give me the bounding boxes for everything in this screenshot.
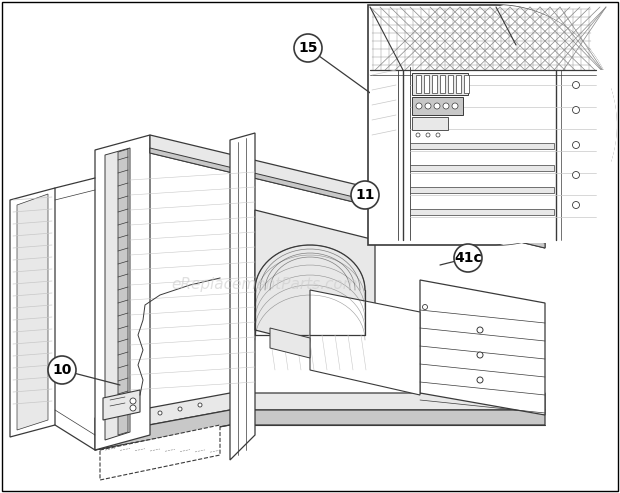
Polygon shape — [270, 328, 310, 358]
Polygon shape — [100, 425, 220, 480]
Polygon shape — [150, 135, 545, 248]
Polygon shape — [10, 188, 55, 437]
Circle shape — [454, 244, 482, 272]
Polygon shape — [95, 135, 150, 450]
Text: eReplacementParts.com: eReplacementParts.com — [172, 278, 358, 292]
Polygon shape — [432, 75, 437, 93]
Circle shape — [572, 202, 580, 209]
Circle shape — [178, 407, 182, 411]
Polygon shape — [410, 209, 554, 215]
Polygon shape — [412, 117, 448, 130]
Text: 11: 11 — [355, 188, 374, 202]
Circle shape — [422, 305, 428, 310]
Polygon shape — [416, 75, 421, 93]
Polygon shape — [95, 393, 545, 435]
Circle shape — [416, 103, 422, 109]
Circle shape — [452, 103, 458, 109]
Text: 15: 15 — [298, 41, 317, 55]
Circle shape — [443, 103, 449, 109]
Circle shape — [572, 106, 580, 113]
Circle shape — [426, 133, 430, 137]
Polygon shape — [420, 280, 545, 415]
Polygon shape — [412, 73, 468, 95]
Circle shape — [572, 81, 580, 89]
Circle shape — [434, 103, 440, 109]
Polygon shape — [410, 187, 554, 193]
Circle shape — [198, 403, 202, 407]
Polygon shape — [310, 290, 420, 395]
Polygon shape — [230, 133, 255, 460]
Polygon shape — [424, 75, 429, 93]
Circle shape — [572, 172, 580, 178]
Polygon shape — [456, 75, 461, 93]
Circle shape — [477, 327, 483, 333]
Polygon shape — [410, 143, 554, 149]
Polygon shape — [105, 148, 130, 440]
Polygon shape — [255, 210, 375, 360]
Circle shape — [158, 411, 162, 415]
Circle shape — [416, 133, 420, 137]
Circle shape — [294, 34, 322, 62]
Polygon shape — [118, 149, 128, 435]
Polygon shape — [95, 410, 545, 450]
Circle shape — [572, 141, 580, 148]
Circle shape — [130, 398, 136, 404]
Polygon shape — [103, 390, 140, 420]
Circle shape — [425, 103, 431, 109]
Polygon shape — [370, 70, 611, 243]
Text: 10: 10 — [52, 363, 72, 377]
Polygon shape — [150, 148, 545, 248]
Text: 41c: 41c — [454, 251, 482, 265]
Polygon shape — [370, 5, 617, 245]
Circle shape — [436, 133, 440, 137]
Polygon shape — [440, 75, 445, 93]
Polygon shape — [410, 165, 554, 171]
Circle shape — [477, 377, 483, 383]
Circle shape — [477, 352, 483, 358]
Polygon shape — [412, 97, 463, 115]
Polygon shape — [17, 194, 48, 430]
Polygon shape — [368, 5, 616, 245]
Circle shape — [351, 181, 379, 209]
Circle shape — [130, 405, 136, 411]
Polygon shape — [448, 75, 453, 93]
Polygon shape — [464, 75, 469, 93]
Circle shape — [48, 356, 76, 384]
